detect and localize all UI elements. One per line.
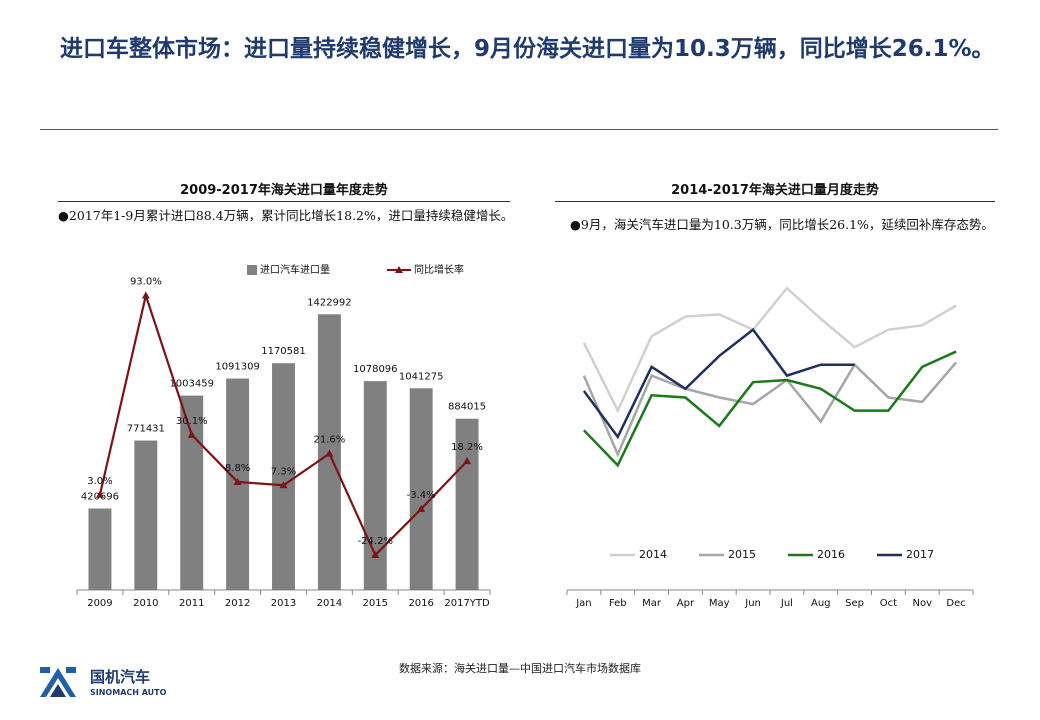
x-tick-label: Jun (744, 598, 761, 609)
growth-label: 8.8% (225, 463, 250, 474)
growth-label: -3.4% (407, 490, 436, 501)
slide-title: 进口车整体市场：进口量持续稳健增长，9月份海关进口量为10.3万辆，同比增长26… (60, 36, 995, 62)
bar-label: 1170581 (261, 346, 306, 357)
growth-marker (325, 449, 334, 457)
x-tick-label: Apr (677, 598, 695, 609)
chart-title-rule (58, 201, 510, 202)
growth-label: -24.2% (358, 536, 393, 547)
growth-marker (233, 477, 242, 485)
legend-label: 2014 (639, 548, 667, 561)
growth-label: 18.2% (451, 442, 483, 453)
bar-label: 771431 (127, 424, 165, 435)
x-tick-label: Sep (845, 598, 864, 609)
legend-label: 2016 (817, 548, 845, 561)
x-tick-label: Mar (642, 598, 662, 609)
bar (363, 381, 387, 590)
bar-label: 1078096 (353, 364, 398, 375)
bar-label: 884015 (448, 402, 486, 413)
logo-icon (40, 667, 76, 697)
chart-note: ●2017年1-9月累计进口88.4万辆，累计同比增长18.2%，进口量持续稳健… (58, 208, 514, 223)
x-tick-label: 2011 (179, 598, 204, 609)
growth-marker (417, 504, 426, 512)
x-tick-label: Jan (575, 598, 591, 609)
x-tick-label: Dec (946, 598, 965, 609)
growth-label: 3.0% (87, 476, 112, 487)
growth-label: 21.6% (313, 435, 345, 446)
series-line (582, 286, 957, 414)
x-tick-label: 2009 (87, 598, 112, 609)
chart-title: 2009-2017年海关进口量年度走势 (180, 183, 388, 198)
x-tick-label: 2013 (271, 598, 296, 609)
growth-marker (141, 291, 150, 299)
bar-label: 1422992 (307, 297, 352, 308)
bar-label: 1003459 (169, 379, 214, 390)
growth-marker (463, 457, 472, 465)
bar (409, 388, 433, 590)
x-tick-label: 2010 (133, 598, 158, 609)
chart-title: 2014-2017年海关进口量月度走势 (671, 183, 879, 198)
bar-label: 1091309 (215, 362, 260, 373)
growth-marker (279, 481, 288, 489)
logo-name: 国机汽车 (90, 668, 151, 686)
logo-subtitle: SINOMACH AUTO (90, 688, 167, 697)
chart-title-rule (555, 201, 995, 202)
x-tick-label: Jul (780, 598, 793, 609)
x-tick-label: 2017YTD (444, 598, 490, 609)
legend-label: 同比增长率 (414, 263, 464, 276)
growth-label: 30.1% (176, 416, 208, 427)
x-tick-label: 2016 (408, 598, 433, 609)
x-tick-label: Nov (912, 598, 932, 609)
x-tick-label: Oct (880, 598, 897, 609)
x-tick-label: Feb (609, 598, 627, 609)
legend-swatch (395, 266, 403, 273)
divider (40, 129, 998, 130)
bar (455, 418, 479, 590)
growth-marker (95, 490, 104, 498)
bar-label: 1041275 (399, 371, 444, 382)
growth-label: 7.3% (271, 466, 296, 477)
growth-marker (187, 430, 196, 438)
bar (272, 363, 295, 590)
series-line (582, 327, 855, 440)
legend-swatch (247, 265, 257, 275)
legend-label: 2017 (906, 548, 934, 561)
series-line (583, 350, 957, 468)
x-tick-label: 2014 (317, 598, 342, 609)
series-line (582, 361, 958, 458)
x-tick-label: May (709, 598, 730, 609)
legend-label: 进口汽车进口量 (260, 263, 330, 276)
legend-label: 2015 (728, 548, 756, 561)
chart-note: ●9月，海关汽车进口量为10.3万辆，同比增长26.1%，延续回补库存态势。 (570, 217, 994, 232)
x-tick-label: 2015 (363, 598, 388, 609)
x-tick-label: 2012 (225, 598, 250, 609)
growth-marker (371, 551, 380, 559)
source-note: 数据来源：海关进口量—中国进口汽车市场数据库 (399, 662, 641, 675)
x-tick-label: Aug (811, 598, 831, 609)
growth-label: 93.0% (130, 277, 162, 288)
bar (134, 440, 158, 590)
bar (88, 508, 112, 590)
bar (180, 395, 204, 590)
